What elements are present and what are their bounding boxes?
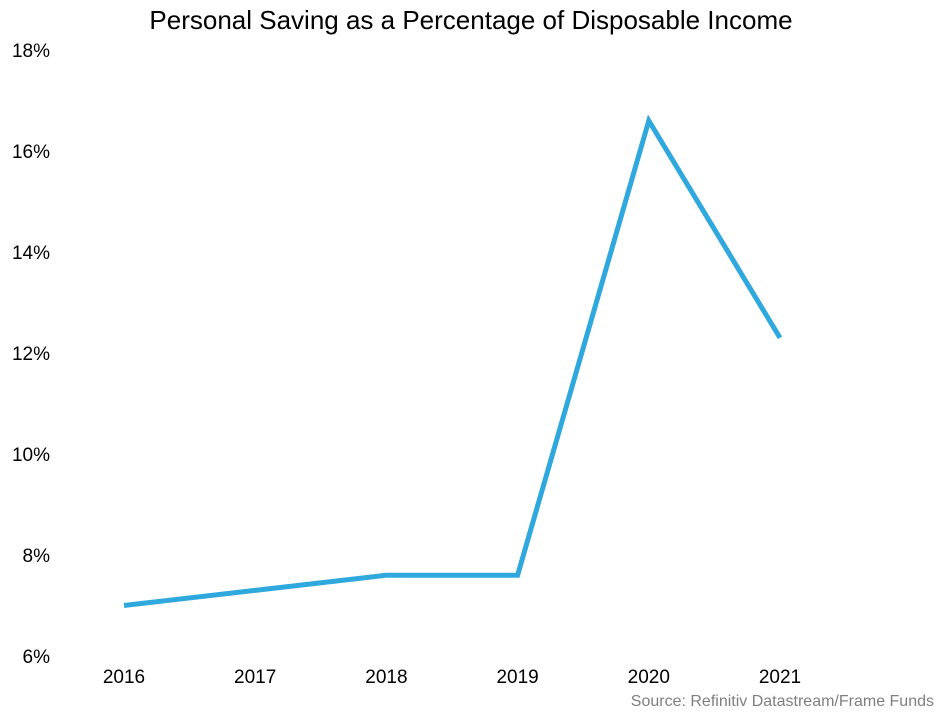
x-axis-ticks: 2016 2017 2018 2019 2020 2021: [103, 667, 801, 688]
x-tick-label: 2020: [628, 667, 670, 688]
data-point: [515, 572, 521, 578]
x-tick-label: 2019: [496, 667, 538, 688]
series-layer: [121, 114, 783, 609]
source-note: Source: Refinitiv Datastream/Frame Funds: [630, 693, 934, 710]
y-tick-label: 8%: [23, 546, 51, 567]
y-tick-label: 10%: [12, 445, 50, 466]
chart-title: Personal Saving as a Percentage of Dispo…: [149, 5, 793, 35]
y-tick-label: 6%: [23, 647, 51, 668]
x-tick-label: 2016: [103, 667, 145, 688]
x-tick-label: 2018: [365, 667, 407, 688]
data-point: [777, 335, 783, 341]
y-tick-label: 12%: [12, 344, 50, 365]
y-tick-label: 16%: [12, 142, 50, 163]
data-point: [646, 118, 652, 124]
x-tick-label: 2021: [759, 667, 801, 688]
data-point: [252, 587, 258, 593]
data-point: [383, 572, 389, 578]
y-tick-label: 14%: [12, 243, 50, 264]
y-tick-label: 18%: [12, 41, 50, 62]
y-axis-ticks: 6% 8% 10% 12% 14% 16% 18%: [12, 41, 50, 668]
data-point: [121, 603, 127, 609]
x-tick-label: 2017: [234, 667, 276, 688]
series-line: [123, 114, 783, 608]
